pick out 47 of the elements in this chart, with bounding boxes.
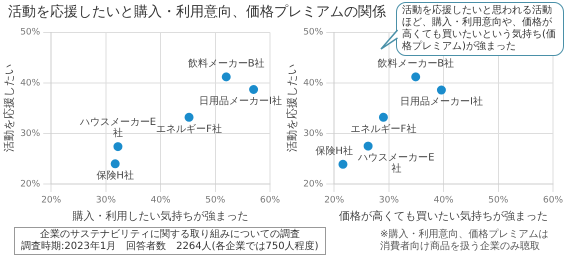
point xyxy=(411,72,420,82)
point xyxy=(436,86,446,95)
annotation: 日用品メーカーI社 xyxy=(400,96,483,108)
annotation: 日用品メーカーI社 xyxy=(199,95,282,108)
text: 調査時期:2023年1月 回答者数 2264人(各企業では750人程度) xyxy=(21,241,319,253)
x-axis-title: 購入・利用したい気持ちが強まった xyxy=(72,209,249,222)
point xyxy=(110,159,120,168)
y-tick-label: 20% xyxy=(20,179,41,190)
annotation: 活動を応援したいと思われる活動ほど、購入・利用意向や、価格が高くても買いたいという気持ち(価格プレミアム)が強まった xyxy=(396,2,564,56)
x-tick-label: 60% xyxy=(542,196,564,206)
point xyxy=(364,142,373,151)
x-tick-label: 20% xyxy=(324,196,345,206)
text: ※購入・利用意向、価格プレミアムは消費者向け商品を扱う企業のみ聴取 xyxy=(380,229,550,253)
y-tick-label: 50% xyxy=(303,28,324,38)
point xyxy=(378,112,388,122)
annotation: 保険H社 xyxy=(315,144,353,157)
annotation: エネルギーF社 xyxy=(350,122,416,135)
point xyxy=(222,72,231,82)
y-axis-title: 活動を応援したい xyxy=(285,64,298,152)
x-axis-title: 価格が高くても買いたい気持ちが強まった xyxy=(339,209,548,222)
x-tick-label: 40% xyxy=(434,196,454,206)
chart-title: 活動を応援したいと購入・利用意向、価格プレミアムの関係 xyxy=(8,3,386,21)
y-tick-label: 50% xyxy=(20,28,41,38)
point xyxy=(113,142,122,152)
x-tick-label: 40% xyxy=(150,196,172,206)
point xyxy=(338,160,348,169)
y-tick-label: 30% xyxy=(20,128,41,139)
annotation: ハウスメーカーE 社 xyxy=(357,152,434,175)
y-tick-label: 20% xyxy=(303,179,324,190)
annotation: 保険H社 xyxy=(96,169,134,182)
text: 企業のサステナビリティに関する取り組みについての調査 xyxy=(38,229,301,240)
point xyxy=(249,85,258,94)
annotation: エネルギーF社 xyxy=(156,122,222,135)
y-axis-title: 活動を応援したい xyxy=(2,64,16,152)
annotation: ハウスメーカーE 社 xyxy=(78,117,156,140)
annotation: 飲料メーカーB社 xyxy=(377,57,454,70)
x-tick-label: 30% xyxy=(96,196,116,206)
x-tick-label: 30% xyxy=(378,196,400,206)
y-tick-label: 30% xyxy=(303,128,324,139)
x-tick-label: 50% xyxy=(488,196,509,206)
annotation: 飲料メーカーB社 xyxy=(188,57,265,70)
point xyxy=(184,112,194,122)
x-tick-label: 50% xyxy=(205,196,226,206)
x-tick-label: 20% xyxy=(41,196,62,206)
y-tick-label: 40% xyxy=(303,78,324,88)
y-tick-label: 40% xyxy=(20,78,41,88)
x-tick-label: 60% xyxy=(260,196,280,206)
